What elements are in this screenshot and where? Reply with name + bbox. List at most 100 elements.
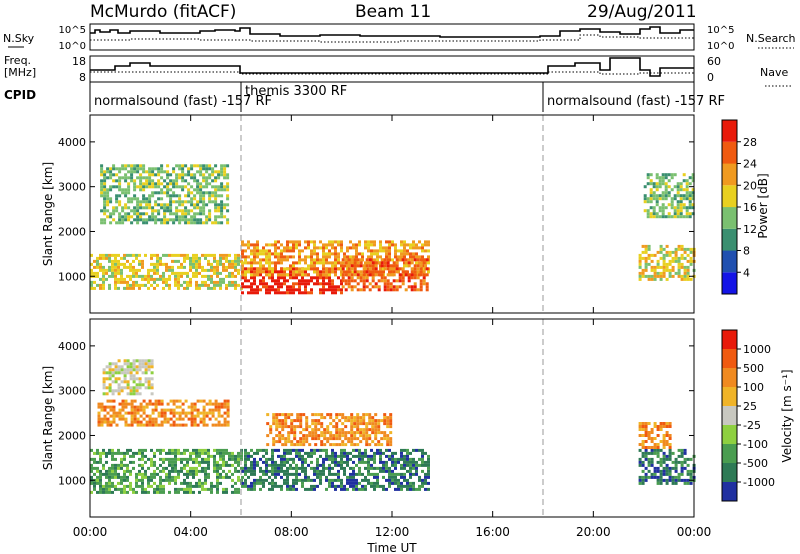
freq-panel: Freq. [MHz] 18 8 60 0 Nave	[4, 54, 792, 87]
velocity-y-tick-label-2: 2000	[58, 429, 86, 442]
power-colorbar-swatch-2	[722, 250, 737, 273]
power-colorbar-swatch-3	[722, 228, 737, 251]
velocity-colorbar-tick-label-3: 100	[743, 381, 764, 394]
time-axis: 00:00 04:00 08:00 12:00 16:00 20:00 00:00	[73, 115, 712, 539]
velocity-colorbar-tick-label-1: 1000	[743, 343, 771, 356]
velocity-region-2	[97, 399, 230, 427]
velocity-region-4	[241, 448, 430, 491]
cpid-segment-2: themis 3300 RF	[245, 84, 347, 99]
power-region-2	[100, 164, 230, 225]
velocity-colorbar-swatch-7	[722, 368, 737, 387]
velocity-colorbar-frame	[721, 329, 738, 502]
velocity-colorbar-swatch-9	[722, 330, 737, 349]
noise-right-tick-top: 10^5	[707, 25, 734, 36]
freq-label-line2: [MHz]	[4, 66, 36, 79]
velocity-heatmap	[90, 319, 696, 517]
velocity-y-tick-label-4: 4000	[58, 340, 86, 353]
power-y-axis-label: Slant Range [km]	[41, 162, 55, 266]
power-colorbar-label: Power [dB]	[756, 173, 770, 238]
velocity-colorbar-swatch-2	[722, 463, 737, 482]
x-tick-label-4: 12:00	[375, 525, 410, 539]
power-y-tick-label-3: 3000	[58, 181, 86, 194]
velocity-colorbar-tick-label-5: -25	[743, 419, 761, 432]
velocity-y-tick-label-1: 1000	[58, 474, 86, 487]
velocity-colorbar-swatch-4	[722, 425, 737, 444]
power-colorbar-tick-label-6: 24	[743, 158, 757, 171]
velocity-colorbar-tick-label-8: -1000	[743, 476, 775, 489]
freq-left-tick-bottom: 8	[79, 71, 86, 84]
noise-left-tick-top: 10^5	[59, 25, 86, 36]
velocity-colorbar-swatch-8	[722, 349, 737, 368]
freq-label-line1: Freq.	[4, 54, 31, 67]
power-colorbar-swatch-6	[722, 163, 737, 186]
power-colorbar: 4 8 12 16 20 24 28	[721, 119, 757, 295]
power-region-1	[90, 253, 243, 290]
power-region-6	[638, 244, 696, 281]
velocity-region-5	[266, 413, 393, 447]
x-tick-label-6: 20:00	[576, 525, 611, 539]
power-colorbar-tick-label-4: 16	[743, 201, 757, 214]
power-region-7	[643, 173, 695, 219]
power-colorbar-swatch-4	[722, 207, 737, 229]
noise-right-tick-bottom: 10^0	[707, 41, 734, 52]
power-panel: 1000 2000 3000 4000 Slant Range [km] 4 8 12 16…	[41, 114, 770, 314]
velocity-region-3	[102, 359, 154, 396]
velocity-colorbar-swatch-3	[722, 444, 737, 463]
nsearch-trace	[90, 34, 694, 43]
power-y-tick-label-2: 2000	[58, 225, 86, 238]
x-tick-label-7: 00:00	[677, 525, 712, 539]
velocity-region-1	[90, 448, 243, 494]
power-colorbar-swatch-8	[722, 120, 737, 142]
x-tick-label-1: 00:00	[73, 525, 108, 539]
velocity-colorbar-tick-label-6: -100	[743, 438, 768, 451]
x-tick-label-2: 04:00	[173, 525, 208, 539]
power-colorbar-tick-label-3: 12	[743, 223, 757, 236]
power-y-tick-label-4: 4000	[58, 136, 86, 149]
nsky-trace	[90, 26, 694, 38]
velocity-colorbar-tick-label-4: 25	[743, 400, 757, 413]
velocity-y-axis-label: Slant Range [km]	[41, 366, 55, 470]
velocity-y-ticks: 1000 2000 3000 4000	[58, 340, 694, 487]
power-y-ticks: 1000 2000 3000 4000	[58, 136, 694, 283]
power-colorbar-tick-label-5: 20	[743, 179, 757, 192]
date-title: 29/Aug/2011	[587, 2, 697, 22]
cpid-label: CPID	[4, 88, 36, 102]
velocity-region-7	[638, 422, 672, 449]
station-title: McMurdo (fitACF)	[90, 2, 236, 22]
velocity-colorbar-label: Velocity [m s⁻¹]	[780, 369, 794, 462]
power-colorbar-tick-label-1: 4	[743, 266, 750, 279]
power-colorbar-swatch-1	[722, 272, 737, 295]
velocity-y-tick-label-3: 3000	[58, 385, 86, 398]
power-colorbar-swatch-7	[722, 141, 737, 164]
velocity-panel: 1000 2000 3000 4000 Slant Range [km] 1000 50…	[41, 318, 794, 518]
nsky-label: N.Sky	[3, 32, 35, 45]
velocity-region-6	[638, 448, 696, 485]
velocity-colorbar: 1000 500 100 25 -25 -100 -500 -1000	[721, 329, 775, 502]
velocity-colorbar-tick-label-7: -500	[743, 457, 768, 470]
x-tick-label-5: 16:00	[475, 525, 510, 539]
power-y-tick-label-1: 1000	[58, 270, 86, 283]
power-heatmap	[90, 115, 696, 313]
cpid-segment-3: normalsound (fast) -157 RF	[547, 94, 725, 109]
velocity-colorbar-tick-label-2: 500	[743, 362, 764, 375]
power-colorbar-tick-label-7: 28	[743, 136, 757, 149]
noise-left-tick-bottom: 10^0	[59, 41, 86, 52]
cpid-row: CPID normalsound (fast) -157 RF themis 3…	[4, 82, 725, 112]
freq-left-tick-top: 18	[72, 55, 86, 68]
velocity-colorbar-swatch-1	[722, 482, 737, 501]
nave-right-tick-top: 60	[707, 55, 721, 68]
power-colorbar-swatch-5	[722, 185, 737, 208]
nave-label: Nave	[760, 66, 788, 79]
power-colorbar-tick-label-2: 8	[743, 245, 750, 258]
cpid-segment-1: normalsound (fast) -157 RF	[94, 94, 272, 109]
nave-trace	[90, 71, 694, 75]
power-region-5	[341, 258, 429, 292]
beam-title: Beam 11	[355, 2, 431, 22]
velocity-colorbar-swatch-5	[722, 406, 737, 425]
velocity-colorbar-swatch-6	[722, 387, 737, 406]
nsearch-label: N.Search	[746, 32, 796, 45]
noise-panel: N.Sky 10^5 10^0 10^5 10^0 N.Search	[3, 23, 796, 52]
nave-right-tick-bottom: 0	[707, 71, 714, 84]
x-axis-label: Time UT	[366, 541, 417, 554]
